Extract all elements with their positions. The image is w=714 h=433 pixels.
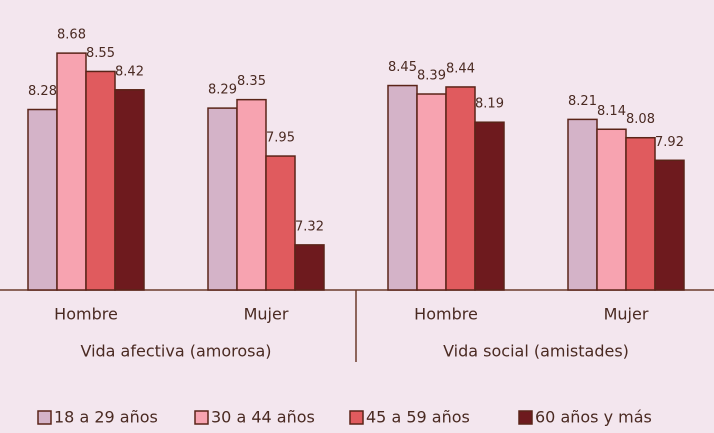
value-label: 7.95 xyxy=(266,131,295,146)
bar xyxy=(114,89,145,291)
legend-swatch xyxy=(349,410,364,425)
value-label: 8.68 xyxy=(57,28,86,43)
value-label: 8.21 xyxy=(568,94,597,109)
bar xyxy=(625,136,656,291)
value-label: 8.39 xyxy=(417,69,446,84)
value-label: 7.92 xyxy=(655,135,684,150)
legend-swatch xyxy=(194,410,209,425)
legend-label: 60 años y más xyxy=(535,408,652,427)
value-label: 8.28 xyxy=(28,84,57,99)
legend-label: 45 a 59 años xyxy=(366,408,470,427)
bar xyxy=(207,107,238,291)
value-label: 8.14 xyxy=(597,104,626,119)
group-label: Vida afectiva (amorosa) xyxy=(80,342,271,361)
value-label: 8.19 xyxy=(475,97,504,112)
legend-swatch xyxy=(37,410,52,425)
bar xyxy=(56,52,87,291)
bar xyxy=(596,128,627,291)
bar xyxy=(294,244,325,291)
bar xyxy=(265,155,296,291)
legend-swatch xyxy=(518,410,533,425)
bar xyxy=(474,121,505,291)
legend-label: 18 a 29 años xyxy=(54,408,158,427)
value-label: 8.29 xyxy=(208,83,237,98)
value-label: 8.44 xyxy=(446,61,475,76)
bar xyxy=(445,86,476,291)
value-label: 8.42 xyxy=(115,64,144,79)
value-label: 8.35 xyxy=(237,74,266,89)
x-tick-label: Mujer xyxy=(244,305,289,324)
group-label: Vida social (amistades) xyxy=(443,342,629,361)
x-tick-label: Hombre xyxy=(414,305,478,324)
bar xyxy=(236,98,267,291)
x-tick-label: Hombre xyxy=(54,305,118,324)
bar xyxy=(387,84,418,291)
bar xyxy=(85,70,116,291)
value-label: 8.55 xyxy=(86,46,115,61)
value-label: 8.45 xyxy=(388,60,417,75)
bar xyxy=(567,118,598,291)
bar xyxy=(654,159,685,291)
x-tick-label: Mujer xyxy=(604,305,649,324)
bar xyxy=(27,108,58,291)
value-label: 7.32 xyxy=(295,219,324,234)
legend-label: 30 a 44 años xyxy=(211,408,315,427)
value-label: 8.08 xyxy=(626,112,655,127)
bar xyxy=(416,93,447,291)
